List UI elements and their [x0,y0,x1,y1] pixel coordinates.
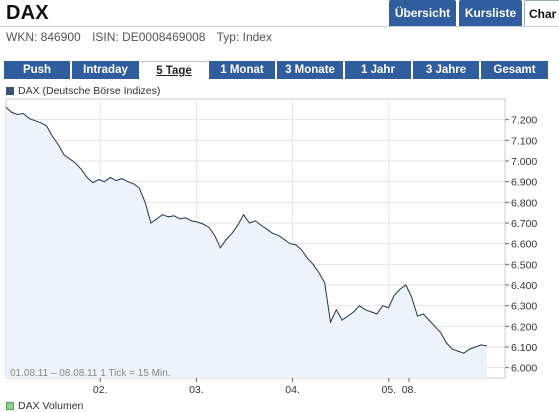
y-tick-label: 7.100 [511,135,537,147]
wkn-label: WKN: 846900 [6,30,81,44]
y-tick-label: 6.700 [511,218,537,230]
tab-3-jahre[interactable]: 3 Jahre [413,61,479,79]
y-tick-label: 7.000 [511,156,537,168]
tab-kursliste[interactable]: Kursliste [459,0,522,26]
y-tick-label: 7.200 [511,115,537,127]
x-tick-label: 03. [189,384,204,396]
y-tick-label: 6.900 [511,177,537,189]
tab-intraday[interactable]: Intraday [72,61,139,79]
y-tick-label: 6.600 [511,239,537,251]
x-tick-label: 02. [93,384,108,396]
volume-legend-label: DAX Volumen [18,400,84,412]
security-meta: WKN: 846900 ISIN: DE0008469008 Typ: Inde… [6,30,280,44]
header-divider [0,26,559,27]
chart-info: 01.08.11 – 08.08.11 1 Tick = 15 Min. [10,368,171,379]
x-tick-label: 05. [381,384,396,396]
type-label: Typ: Index [216,30,272,44]
legend-swatch [6,87,14,95]
y-tick-label: 6.200 [511,321,537,333]
x-tick-label: 08. [402,384,417,396]
tab-3-monate[interactable]: 3 Monate [277,61,343,79]
period-tabs: Push Intraday 5 Tage 1 Monat 3 Monate 1 … [4,61,548,80]
tab-chart[interactable]: Char [524,0,559,27]
tab-uebersicht[interactable]: Übersicht [389,0,456,26]
y-tick-layer: 7.200 7.100 7.000 6.900 6.800 6.700 6.600 6.500… [505,115,537,375]
x-tick-label: 04. [285,384,300,396]
y-tick-label: 6.000 [511,363,537,375]
tab-5-tage[interactable]: 5 Tage [141,61,207,80]
y-tick-label: 6.500 [511,259,537,271]
y-tick-label: 6.300 [511,301,537,313]
tab-1-monat[interactable]: 1 Monat [209,61,275,79]
volume-legend: DAX Volumen [6,400,83,412]
isin-label: ISIN: DE0008469008 [92,30,206,44]
x-tick-layer: 02. 03. 04. 05. 08. [93,378,416,396]
y-tick-label: 6.100 [511,342,537,354]
page-title: DAX [6,2,49,24]
price-line [5,106,488,354]
tab-1-jahr[interactable]: 1 Jahr [345,61,411,79]
legend-label: DAX (Deutsche Börse Indizes) [18,85,161,97]
volume-swatch [6,402,14,410]
y-tick-label: 6.400 [511,280,537,292]
y-tick-label: 6.800 [511,197,537,209]
tab-push[interactable]: Push [4,61,70,79]
tab-gesamt[interactable]: Gesamt [481,61,548,79]
chart-legend: DAX (Deutsche Börse Indizes) [6,85,160,97]
